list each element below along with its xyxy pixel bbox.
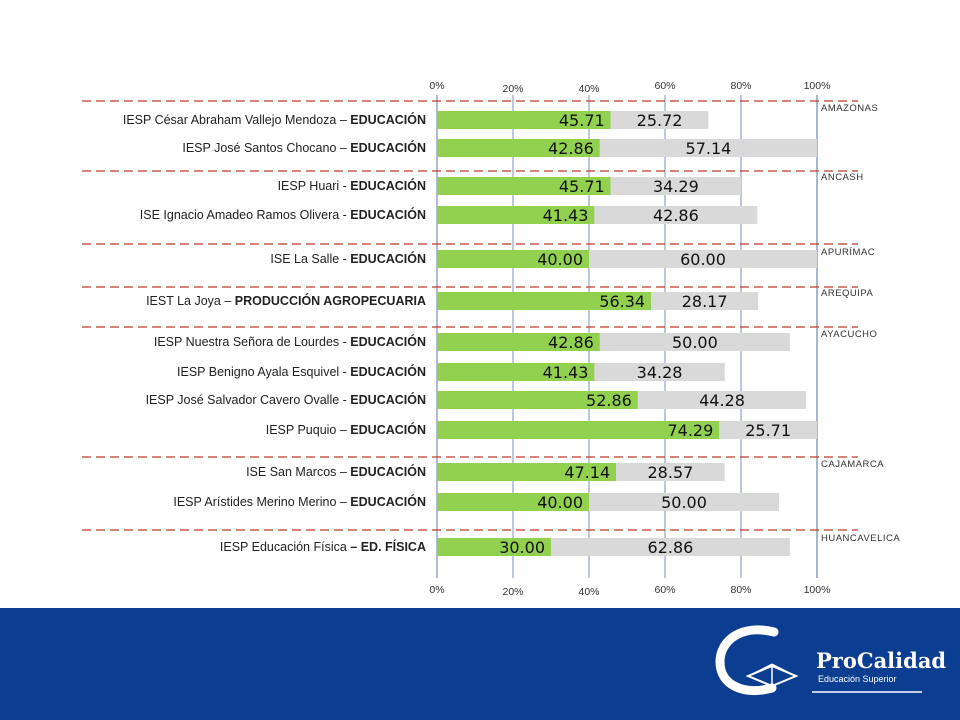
stacked-bar-chart: 0% 20% 40% 60% 80% 100% 0% 20% 40% 60% 80% 100% AMAZ…	[82, 80, 900, 598]
bar-segment-1	[437, 538, 551, 556]
data-label: 52.86	[586, 391, 632, 410]
bar-segment-1	[437, 391, 638, 409]
data-label: 56.34	[599, 292, 645, 311]
bar-segment-2	[610, 111, 709, 129]
region-label: HUANCAVELICA	[821, 533, 900, 544]
bar-segment-1	[437, 139, 600, 157]
x-tick-label-bottom: 20%	[502, 586, 523, 598]
bar-segment-1	[437, 250, 589, 268]
data-label: 28.17	[682, 292, 728, 311]
bar-segment-1	[437, 292, 652, 310]
data-label: 62.86	[648, 538, 694, 557]
data-label: 42.86	[548, 333, 594, 352]
x-tick-label-top: 0%	[429, 80, 444, 92]
x-tick-label-bottom: 0%	[429, 584, 444, 596]
bar-segment-2	[599, 139, 817, 157]
x-tick-label-bottom: 100%	[804, 584, 831, 596]
data-label: 44.28	[699, 391, 745, 410]
data-label: 50.00	[661, 493, 707, 512]
category-label: ISE Ignacio Amadeo Ramos Olivera - EDUCA…	[140, 207, 426, 222]
bar-segment-1	[437, 111, 611, 129]
category-label: IESP Huari - EDUCACIÓN	[278, 178, 426, 193]
data-label: 40.00	[537, 250, 583, 269]
x-tick-label-top: 20%	[502, 83, 523, 95]
category-label: ISE San Marcos – EDUCACIÓN	[246, 464, 426, 479]
data-label: 25.72	[637, 111, 683, 130]
bar-segment-1	[437, 493, 589, 511]
category-label: ISE La Salle - EDUCACIÓN	[270, 251, 426, 266]
region-label: CAJAMARCA	[821, 459, 884, 470]
data-label: 40.00	[537, 493, 583, 512]
data-label: 42.86	[653, 206, 699, 225]
bar-segment-1	[437, 463, 617, 481]
bar-segment-1	[437, 206, 595, 224]
bar-segment-2	[594, 363, 725, 381]
category-label: IESP José Salvador Cavero Ovalle - EDUCA…	[146, 392, 426, 407]
bar-segment-2	[589, 250, 817, 268]
category-label: IESP Arístides Merino Merino – EDUCACIÓN	[173, 494, 426, 509]
category-label: IESP Puquio – EDUCACIÓN	[266, 422, 426, 437]
category-label: IESP César Abraham Vallejo Mendoza – EDU…	[123, 112, 426, 127]
data-label: 60.00	[680, 250, 726, 269]
procalidad-logo	[715, 625, 922, 695]
footer-band	[0, 608, 960, 720]
data-label: 74.29	[667, 421, 713, 440]
bar-segment-1	[437, 333, 600, 351]
category-label: IEST La Joya – PRODUCCIÓN AGROPECUARIA	[146, 293, 426, 308]
bar-segment-2	[616, 463, 725, 481]
data-label: 45.71	[559, 111, 605, 130]
x-tick-label-top: 60%	[654, 80, 675, 92]
bar-segment-2	[594, 206, 758, 224]
region-label: AREQUIPA	[821, 288, 874, 299]
data-label: 34.28	[637, 363, 683, 382]
bar-segment-2	[719, 421, 817, 439]
bar-segment-2	[637, 391, 807, 409]
logo-subtitle: Educación Superior	[818, 674, 897, 684]
data-label: 25.71	[745, 421, 791, 440]
data-label: 41.43	[543, 206, 589, 225]
region-label: AYACUCHO	[821, 329, 877, 340]
data-label: 34.29	[653, 177, 699, 196]
category-label: IESP Nuestra Señora de Lourdes - EDUCACI…	[154, 334, 426, 349]
bar-segment-2	[589, 493, 779, 511]
data-label: 41.43	[543, 363, 589, 382]
data-label: 42.86	[548, 139, 594, 158]
data-label: 57.14	[686, 139, 732, 158]
bar-segment-2	[651, 292, 759, 310]
x-tick-label-top: 40%	[578, 83, 599, 95]
region-label: AMAZONAS	[821, 103, 878, 114]
category-label: IESP Educación Física – ED. FÍSICA	[220, 539, 426, 554]
x-tick-label-top: 80%	[730, 80, 751, 92]
bar-segment-2	[551, 538, 790, 556]
region-label: APURÍMAC	[821, 247, 875, 258]
bar-segment-2	[610, 177, 741, 195]
x-tick-label-top: 100%	[804, 80, 831, 92]
bar-segment-2	[599, 333, 790, 351]
data-label: 50.00	[672, 333, 718, 352]
data-label: 30.00	[499, 538, 545, 557]
region-label: ANCASH	[821, 172, 864, 183]
bar-segment-1	[437, 421, 720, 439]
bar-segment-1	[437, 363, 595, 381]
data-label: 47.14	[564, 463, 610, 482]
x-tick-label-bottom: 60%	[654, 584, 675, 596]
x-tick-label-bottom: 80%	[730, 584, 751, 596]
data-label: 45.71	[559, 177, 605, 196]
logo-name: ProCalidad	[816, 648, 947, 673]
category-label: IESP José Santos Chocano – EDUCACIÓN	[182, 140, 426, 155]
bar-segment-1	[437, 177, 611, 195]
category-label: IESP Benigno Ayala Esquivel - EDUCACIÓN	[177, 364, 426, 379]
x-tick-label-bottom: 40%	[578, 586, 599, 598]
data-label: 28.57	[648, 463, 694, 482]
